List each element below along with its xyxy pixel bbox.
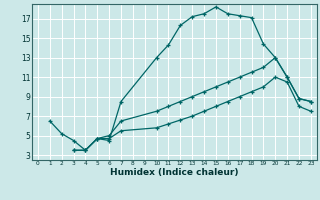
X-axis label: Humidex (Indice chaleur): Humidex (Indice chaleur)	[110, 168, 239, 177]
